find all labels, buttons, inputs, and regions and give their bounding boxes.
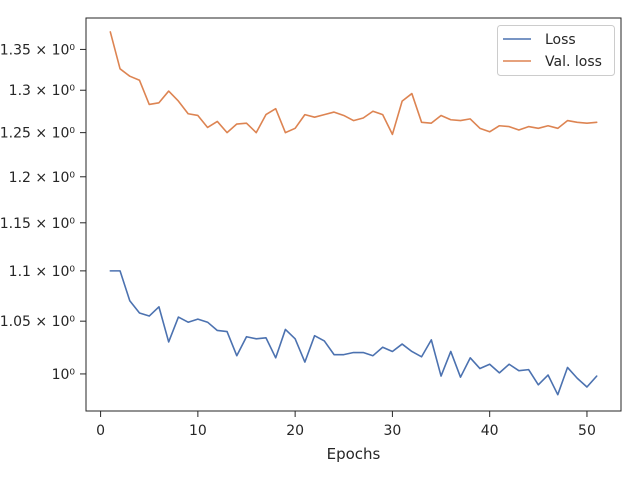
x-tick-label: 40 <box>481 423 499 439</box>
y-tick-label: 1.15 × 10⁰ <box>0 216 75 232</box>
x-tick-label: 0 <box>96 423 105 439</box>
y-tick-label: 1.25 × 10⁰ <box>0 126 75 142</box>
x-tick-label: 20 <box>286 423 304 439</box>
x-tick-label: 50 <box>578 423 596 439</box>
plot-frame <box>85 17 622 412</box>
series-line-val-loss <box>109 31 598 136</box>
legend-label: Val. loss <box>545 54 602 70</box>
x-axis: 0 10 20 30 40 50 <box>96 411 596 439</box>
x-axis-title: Epochs <box>327 445 381 463</box>
y-tick-label: 10⁰ <box>52 367 76 383</box>
y-tick-label: 1.2 × 10⁰ <box>9 170 76 186</box>
x-tick-label: 30 <box>383 423 401 439</box>
y-tick-label: 1.1 × 10⁰ <box>9 264 76 280</box>
legend-box <box>497 25 615 76</box>
x-tick-label: 10 <box>189 423 207 439</box>
plot-area <box>86 18 621 411</box>
y-tick-label: 1.05 × 10⁰ <box>0 314 75 330</box>
legend: Loss Val. loss <box>497 25 615 76</box>
legend-label: Loss <box>545 32 576 48</box>
y-axis: 10⁰ 1.05 × 10⁰ 1.1 × 10⁰ 1.15 × 10⁰ 1.2 × 10… <box>0 42 86 383</box>
series-line-loss <box>109 270 598 396</box>
y-tick-label: 1.3 × 10⁰ <box>9 83 76 99</box>
series-layer <box>109 31 598 396</box>
y-tick-label: 1.35 × 10⁰ <box>0 42 75 58</box>
